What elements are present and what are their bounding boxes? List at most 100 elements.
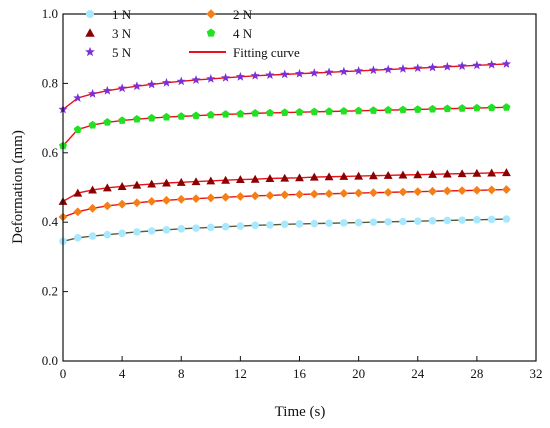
data-point xyxy=(251,221,259,230)
y-tick-label: 0.8 xyxy=(42,75,58,90)
data-point xyxy=(192,224,200,232)
x-tick-label: 28 xyxy=(470,366,483,381)
data-point xyxy=(354,218,363,227)
data-point xyxy=(339,106,348,115)
data-point xyxy=(176,194,186,204)
data-point xyxy=(325,107,334,115)
data-point xyxy=(384,105,393,114)
data-point xyxy=(501,59,512,68)
data-point xyxy=(117,199,127,209)
data-point xyxy=(369,106,378,114)
y-tick-label: 1.0 xyxy=(42,6,58,21)
data-point xyxy=(191,194,201,204)
data-point xyxy=(295,173,304,182)
data-point xyxy=(132,198,142,208)
data-point xyxy=(147,113,156,122)
data-point xyxy=(428,186,437,196)
legend-label: 3 N xyxy=(112,26,132,41)
x-tick-label: 16 xyxy=(293,366,307,381)
data-point xyxy=(266,221,274,229)
data-point xyxy=(250,191,260,201)
data-point xyxy=(309,68,319,77)
data-point xyxy=(442,61,452,71)
data-point xyxy=(147,179,157,188)
data-point xyxy=(221,110,230,118)
data-point xyxy=(369,218,378,226)
data-point xyxy=(457,61,467,70)
y-tick-label: 0.6 xyxy=(42,145,59,160)
data-point xyxy=(294,68,305,78)
data-point xyxy=(280,69,290,79)
data-point xyxy=(250,70,260,80)
data-point xyxy=(473,215,481,224)
data-point xyxy=(103,230,112,239)
data-point xyxy=(398,64,408,73)
x-tick-label: 4 xyxy=(119,366,126,381)
y-axis-label: Deformation (mm) xyxy=(10,130,26,244)
data-point xyxy=(398,187,408,197)
data-point xyxy=(354,66,364,75)
data-point xyxy=(384,218,392,226)
x-tick-label: 0 xyxy=(60,366,67,381)
x-tick-label: 8 xyxy=(178,366,185,381)
data-point xyxy=(443,216,452,225)
data-point xyxy=(133,228,141,236)
data-point xyxy=(192,111,201,120)
data-point xyxy=(487,168,497,177)
data-point xyxy=(502,168,511,177)
data-point xyxy=(383,170,393,179)
data-point xyxy=(147,79,157,89)
data-point xyxy=(368,171,378,180)
data-point xyxy=(132,180,142,189)
data-point xyxy=(176,177,186,186)
data-point xyxy=(324,67,334,77)
data-point xyxy=(221,175,231,184)
data-point xyxy=(88,120,97,129)
data-point xyxy=(309,172,319,181)
data-point xyxy=(191,177,201,186)
data-point xyxy=(206,176,216,185)
legend-label: 5 N xyxy=(112,45,132,60)
data-point xyxy=(236,109,245,118)
legend-marker xyxy=(85,28,95,37)
data-point xyxy=(428,169,437,178)
data-point xyxy=(73,93,83,102)
data-point xyxy=(73,188,83,197)
data-point xyxy=(502,215,511,223)
y-tick-label: 0.2 xyxy=(42,284,58,299)
data-point xyxy=(354,188,364,198)
data-point xyxy=(132,114,141,123)
data-point xyxy=(117,83,127,93)
data-point xyxy=(368,65,378,75)
data-point xyxy=(206,74,216,83)
data-point xyxy=(103,118,112,126)
data-point xyxy=(280,108,289,116)
legend-label: 2 N xyxy=(233,7,253,22)
data-point xyxy=(383,64,393,74)
data-point xyxy=(206,110,215,119)
data-point xyxy=(310,219,319,228)
data-point xyxy=(207,223,215,232)
data-point xyxy=(73,207,83,217)
data-point xyxy=(398,105,407,114)
data-point xyxy=(339,188,349,198)
data-point xyxy=(472,103,481,112)
data-point xyxy=(442,186,452,196)
data-point xyxy=(472,60,482,70)
data-point xyxy=(442,169,452,178)
data-point xyxy=(132,81,142,91)
x-tick-label: 32 xyxy=(530,366,543,381)
data-point xyxy=(147,196,157,206)
data-point xyxy=(221,192,231,202)
data-point xyxy=(428,217,437,225)
data-point xyxy=(457,169,467,178)
data-point xyxy=(339,171,349,180)
data-point xyxy=(235,192,245,201)
data-point xyxy=(251,109,260,117)
data-point xyxy=(118,229,126,238)
x-tick-label: 12 xyxy=(234,366,247,381)
legend-marker xyxy=(85,46,95,57)
data-point xyxy=(191,75,201,84)
data-point xyxy=(413,187,423,197)
